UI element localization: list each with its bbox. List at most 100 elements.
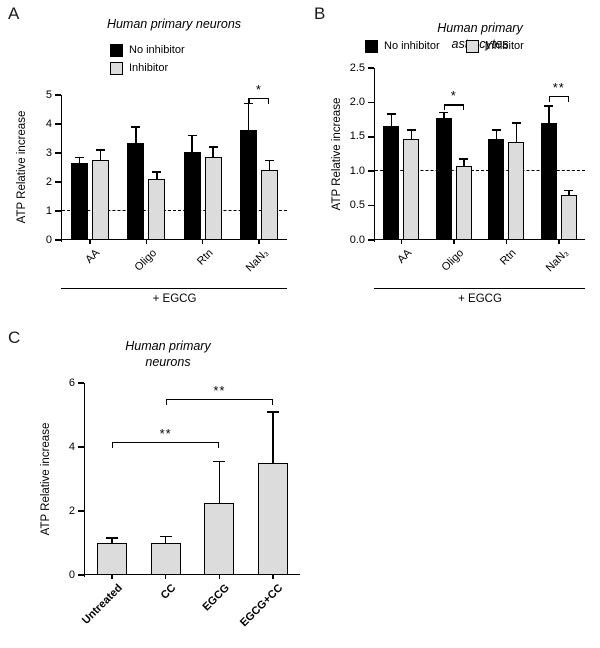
- error-bar: [164, 536, 167, 543]
- legend-swatch: [465, 40, 479, 53]
- x-tick: [558, 240, 560, 244]
- panel-b-y-axis-label: ATP Relative increase: [331, 97, 343, 211]
- y-tick-label: 4: [68, 440, 75, 453]
- y-tick-label: 1.0: [349, 164, 365, 177]
- legend-swatch: [110, 62, 123, 75]
- panel-a-title: Human primary neurons: [106, 17, 242, 31]
- y-tick: [368, 170, 374, 172]
- legend-swatch: [110, 44, 123, 57]
- bar: [239, 129, 257, 240]
- legend-item: No inhibitor: [365, 40, 440, 53]
- error-bar: [99, 150, 102, 161]
- y-tick-label: 0.5: [349, 199, 365, 212]
- x-tick-label: Rtn: [194, 247, 216, 268]
- significance-label: **: [552, 79, 565, 95]
- y-tick: [78, 510, 84, 512]
- legend-swatch: [365, 40, 378, 53]
- panel-b-plot: AA Oligo Rtn NaN₃ 0.0 0.5 1.0 1.5 2.0 2.5 + EGCG * *…: [350, 62, 585, 305]
- treatment-group-line: [60, 288, 287, 290]
- bar: [183, 151, 201, 240]
- error-bar: [78, 157, 81, 164]
- x-tick-label: Untreated: [79, 582, 125, 627]
- legend-item: Inhibitor: [465, 40, 524, 53]
- legend-item: No inhibitor: [110, 44, 185, 57]
- error-bar-cap: [459, 158, 469, 160]
- error-bar: [548, 105, 550, 124]
- error-bar-cap: [75, 156, 85, 159]
- y-tick: [55, 210, 61, 212]
- error-bar: [212, 147, 214, 158]
- reference-line: [62, 210, 287, 211]
- panel-b-letter: B: [314, 4, 326, 23]
- y-tick-label: 0: [68, 568, 75, 581]
- error-bar-cap: [544, 105, 554, 107]
- y-tick-label: 6: [68, 376, 75, 389]
- error-bar: [515, 123, 517, 142]
- significance-bracket-end: [443, 104, 445, 111]
- bar: [96, 543, 127, 575]
- error-bar-cap: [208, 146, 218, 148]
- error-bar: [495, 129, 497, 139]
- x-tick: [272, 575, 274, 579]
- panel-c-letter: C: [8, 328, 21, 347]
- y-tick-label: 1.5: [349, 130, 365, 143]
- y-tick: [55, 239, 61, 241]
- x-tick-label: EGCG+CC: [238, 582, 286, 630]
- x-tick-label: Oligo: [132, 247, 159, 274]
- error-bar: [247, 103, 250, 130]
- legend-item: Inhibitor: [110, 62, 185, 75]
- x-tick: [145, 240, 148, 244]
- significance-bracket-end: [248, 97, 250, 104]
- y-axis: [60, 95, 62, 242]
- significance-label: *: [255, 81, 262, 97]
- error-bar: [111, 538, 113, 543]
- error-bar-cap: [131, 126, 141, 128]
- bar: [560, 195, 577, 240]
- x-tick-label: Rtn: [498, 247, 519, 268]
- y-tick-label: 2: [68, 504, 75, 517]
- x-axis: [373, 238, 585, 240]
- y-tick-label: 2.5: [349, 61, 365, 74]
- bar: [508, 141, 525, 240]
- x-axis: [83, 573, 300, 575]
- error-bar-cap: [386, 113, 396, 115]
- legend-label: Inhibitor: [484, 40, 524, 52]
- error-bar: [218, 461, 221, 503]
- bar: [383, 126, 400, 240]
- treatment-group-line: [373, 288, 585, 290]
- y-tick: [78, 382, 84, 384]
- y-axis: [373, 68, 375, 242]
- bar: [150, 543, 181, 575]
- error-bar: [135, 126, 137, 143]
- legend-label: Inhibitor: [129, 62, 169, 74]
- x-tick: [201, 240, 204, 244]
- treatment-group-label: + EGCG: [152, 293, 197, 305]
- significance-bracket: [165, 399, 274, 401]
- y-tick: [368, 239, 374, 241]
- x-tick: [453, 240, 455, 244]
- error-bar-cap: [564, 189, 574, 192]
- error-bar: [443, 112, 445, 119]
- error-bar-cap: [491, 129, 501, 131]
- y-tick: [368, 204, 374, 207]
- error-bar-cap: [439, 111, 449, 114]
- bar: [127, 142, 145, 240]
- y-tick-label: 2: [45, 175, 52, 188]
- bar: [488, 138, 505, 240]
- significance-bracket: [248, 97, 270, 100]
- bar: [92, 160, 110, 240]
- significance-bracket-end: [462, 104, 464, 111]
- panel-c-title: Human primary neurons: [125, 339, 211, 369]
- x-tick-label: CC: [158, 582, 179, 602]
- legend-label: No inhibitor: [129, 44, 185, 56]
- x-tick-label: AA: [83, 247, 103, 266]
- x-tick: [400, 240, 402, 244]
- significance-bracket-end: [271, 399, 274, 405]
- error-bar: [390, 114, 392, 127]
- reference-line: [375, 170, 585, 172]
- y-axis: [83, 383, 85, 577]
- significance-bracket-end: [111, 442, 114, 449]
- y-tick-label: 1: [45, 204, 52, 217]
- bar: [71, 163, 89, 240]
- significance-label: *: [450, 88, 457, 104]
